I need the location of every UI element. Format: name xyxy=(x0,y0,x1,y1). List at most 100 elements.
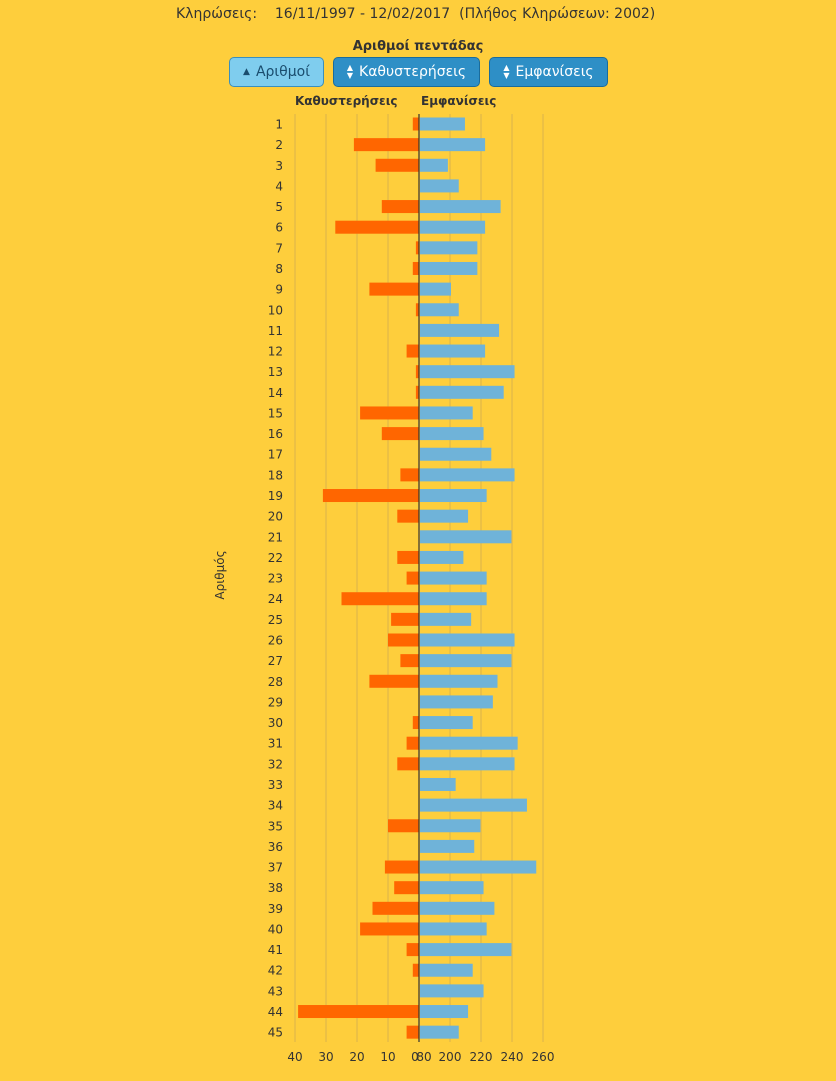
delay-bar xyxy=(353,138,419,152)
delay-bar xyxy=(412,716,419,730)
appearance-bar xyxy=(420,365,515,379)
appearance-bar xyxy=(420,633,515,647)
appearance-bar xyxy=(420,695,493,709)
delay-bar xyxy=(381,427,419,441)
sort-numbers-label: Αριθμοί xyxy=(255,64,310,80)
delay-tick-label: 20 xyxy=(349,1050,364,1064)
category-label: 14 xyxy=(268,386,283,400)
category-label: 36 xyxy=(268,840,283,854)
appearance-bar xyxy=(420,550,464,564)
appearance-bar xyxy=(420,612,472,626)
appearance-bar xyxy=(420,427,484,441)
category-label: 32 xyxy=(268,757,283,771)
delay-bar xyxy=(322,489,419,503)
appearance-bar xyxy=(420,158,448,172)
category-label: 24 xyxy=(268,592,283,606)
sort-ascending-icon: ▲ xyxy=(243,67,250,77)
category-label: 16 xyxy=(268,427,283,441)
delay-bar xyxy=(381,200,419,214)
appearance-bar xyxy=(420,406,473,420)
appearance-bar xyxy=(420,261,478,275)
delay-bar xyxy=(400,468,419,482)
chart-title: Αριθμοί πεντάδας xyxy=(352,39,484,54)
category-label: 34 xyxy=(268,799,283,813)
category-label: 25 xyxy=(268,613,283,627)
category-label: 30 xyxy=(268,716,283,730)
category-label: 41 xyxy=(268,943,283,957)
sort-numbers-button[interactable]: ▲ Αριθμοί xyxy=(229,57,324,87)
appearance-bar xyxy=(420,323,500,337)
delay-tick-label: 0 xyxy=(411,1050,419,1064)
appearance-bar xyxy=(420,179,459,193)
delay-bar xyxy=(397,550,419,564)
delay-bar xyxy=(384,860,419,874)
delay-tick-label: 10 xyxy=(380,1050,395,1064)
category-label: 29 xyxy=(268,695,283,709)
appearance-bar xyxy=(420,881,484,895)
delay-bar xyxy=(415,385,419,399)
appearance-bar xyxy=(420,282,451,296)
delay-bar xyxy=(397,509,419,523)
appearance-bar xyxy=(420,385,504,399)
sort-both-icon: ▲ ▼ xyxy=(346,63,354,80)
delay-bar xyxy=(412,117,419,131)
category-label: 15 xyxy=(268,406,283,420)
category-label: 42 xyxy=(268,964,283,978)
appearance-tick-label: 80 xyxy=(416,1050,431,1064)
delay-bar xyxy=(341,592,419,606)
delays-series-label: Καθυστερήσεις xyxy=(295,94,398,108)
sort-both-icon: ▲ ▼ xyxy=(503,63,510,80)
category-label: 23 xyxy=(268,572,283,586)
category-label: 7 xyxy=(275,241,283,255)
appearance-bar xyxy=(420,963,473,977)
category-label: 18 xyxy=(268,468,283,482)
category-label: 22 xyxy=(268,551,283,565)
appearance-bar xyxy=(420,798,527,812)
appearance-bar xyxy=(420,716,473,730)
appearance-bar xyxy=(420,468,515,482)
category-label: 26 xyxy=(268,634,283,648)
appearance-bar xyxy=(420,138,486,152)
appearance-bar xyxy=(420,984,484,998)
category-label: 20 xyxy=(268,510,283,524)
sort-delays-button[interactable]: ▲ ▼ Καθυστερήσεις xyxy=(333,57,480,87)
delay-bar xyxy=(394,881,419,895)
delay-tick-label: 40 xyxy=(287,1050,302,1064)
appearance-bar xyxy=(420,1025,459,1039)
delay-bar xyxy=(415,365,419,379)
appearance-bar xyxy=(420,674,498,688)
delay-bar xyxy=(406,344,419,358)
delay-bar xyxy=(391,612,419,626)
category-label: 9 xyxy=(275,283,283,297)
category-label: 1 xyxy=(275,118,283,132)
delay-bar xyxy=(369,674,419,688)
appearance-bar xyxy=(420,922,487,936)
category-label: 2 xyxy=(275,138,283,152)
category-label: 10 xyxy=(268,303,283,317)
category-label: 35 xyxy=(268,819,283,833)
appearance-bar xyxy=(420,530,512,544)
delay-bar xyxy=(412,261,419,275)
category-label: 45 xyxy=(268,1026,283,1040)
category-label: 40 xyxy=(268,922,283,936)
sort-appearances-button[interactable]: ▲ ▼ Εμφανίσεις xyxy=(489,57,608,87)
appearance-bar xyxy=(420,303,459,317)
appearance-bar xyxy=(420,654,512,668)
draws-prefix: Κληρώσεις: xyxy=(176,6,258,22)
draws-count: (Πλήθος Κληρώσεων: 2002) xyxy=(459,6,656,22)
delay-bar xyxy=(415,303,419,317)
appearance-bar xyxy=(420,200,501,214)
category-label: 3 xyxy=(275,159,283,173)
delay-tick-label: 30 xyxy=(318,1050,333,1064)
delay-bar xyxy=(360,922,419,936)
appearance-bar xyxy=(420,943,512,957)
draws-header: Κληρώσεις: 16/11/1997 - 12/02/2017 (Πλήθ… xyxy=(176,6,655,22)
category-label: 6 xyxy=(275,221,283,235)
category-label: 19 xyxy=(268,489,283,503)
appearance-bar xyxy=(420,344,486,358)
delay-bar xyxy=(372,901,419,915)
category-label: 31 xyxy=(268,737,283,751)
appearance-tick-label: 220 xyxy=(470,1050,493,1064)
category-label: 21 xyxy=(268,530,283,544)
category-label: 44 xyxy=(268,1005,283,1019)
